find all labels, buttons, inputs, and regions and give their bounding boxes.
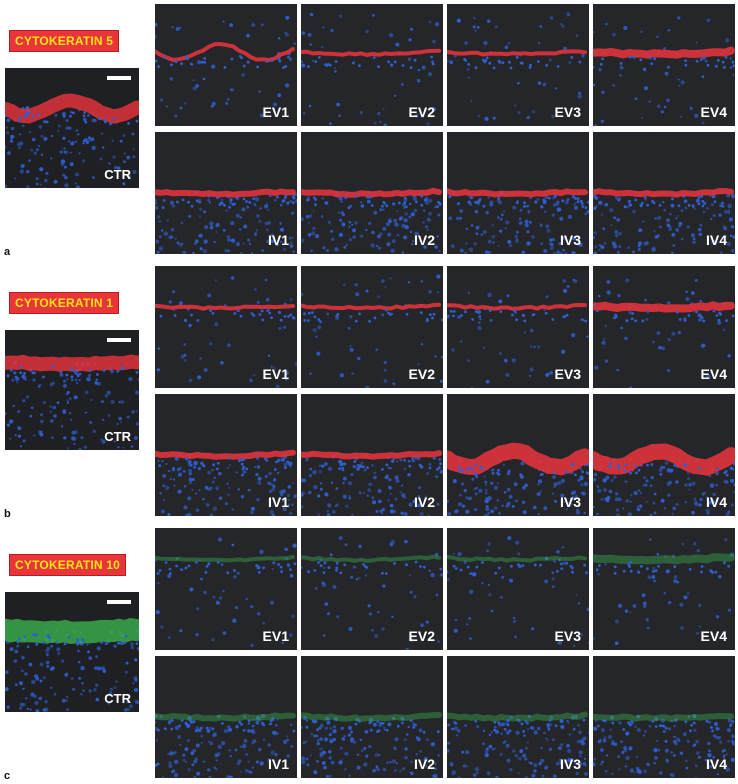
sample-label: IV3 (559, 494, 581, 510)
tissue-graphic (155, 188, 297, 254)
micrograph-iv1: IV1 (155, 132, 297, 254)
sample-label: IV1 (267, 232, 289, 248)
micrograph-ev4: EV4 (593, 4, 735, 126)
tissue-graphic (593, 187, 735, 254)
micrograph-iv2: IV2 (301, 656, 443, 778)
sample-label: EV3 (554, 366, 581, 382)
micrograph-ev1: EV1 (155, 4, 297, 126)
sample-label: EV4 (700, 366, 727, 382)
micrograph-iv1: IV1 (155, 656, 297, 778)
micrograph-iv3: IV3 (447, 656, 589, 778)
micrograph-ev2: EV2 (301, 266, 443, 388)
sample-label: EV1 (262, 104, 289, 120)
marker-label: CYTOKERATIN 1 (9, 292, 120, 314)
micrograph-iv1: IV1 (155, 394, 297, 516)
sample-label: IV4 (705, 232, 727, 248)
tissue-graphic (447, 188, 589, 254)
sample-label: IV3 (559, 232, 581, 248)
micrograph-iv3: IV3 (447, 132, 589, 254)
sample-label: EV2 (408, 628, 435, 644)
sample-label: EV4 (700, 104, 727, 120)
tissue-graphic (593, 278, 735, 388)
sample-label: EV4 (700, 628, 727, 644)
sample-label: IV4 (705, 494, 727, 510)
micrograph-iv4: IV4 (593, 656, 735, 778)
tissue-graphic (301, 450, 443, 516)
micrograph-ev4: EV4 (593, 528, 735, 650)
micrograph-iv4: IV4 (593, 394, 735, 516)
micrograph-ev4: EV4 (593, 266, 735, 388)
micrograph-ev2: EV2 (301, 4, 443, 126)
micrograph-ev1: EV1 (155, 528, 297, 650)
sample-label: EV1 (262, 628, 289, 644)
tissue-graphic (155, 449, 297, 516)
control-image: CTR (5, 592, 139, 712)
micrograph-ev3: EV3 (447, 266, 589, 388)
scale-bar (107, 338, 131, 342)
control-tissue-graphic (5, 354, 139, 450)
control-label: CTR (104, 167, 131, 182)
tissue-graphic (155, 276, 297, 388)
tissue-graphic (447, 711, 589, 778)
marker-label: CYTOKERATIN 5 (9, 30, 120, 52)
tissue-graphic (593, 443, 735, 516)
tissue-graphic (593, 16, 735, 126)
sample-label: EV2 (408, 366, 435, 382)
tissue-graphic (301, 12, 441, 126)
panel-letter: c (4, 770, 11, 782)
micrograph-ev2: EV2 (301, 528, 443, 650)
tissue-graphic (301, 536, 443, 650)
tissue-graphic (155, 537, 297, 647)
sample-label: IV2 (413, 756, 435, 772)
tissue-graphic (447, 536, 589, 648)
tissue-graphic (593, 538, 735, 645)
sample-label: EV3 (554, 628, 581, 644)
marker-label: CYTOKERATIN 10 (9, 554, 127, 576)
figure-panel-c: CYTOKERATIN 10 CTR c EV1 EV2 EV3 EV4 IV1 IV2 IV3 I… (0, 524, 738, 782)
control-tissue-graphic (5, 93, 139, 188)
tissue-graphic (155, 712, 296, 778)
tissue-graphic (301, 274, 443, 388)
sample-label: IV4 (705, 756, 727, 772)
control-label: CTR (104, 691, 131, 706)
tissue-graphic (301, 187, 442, 254)
micrograph-ev3: EV3 (447, 4, 589, 126)
figure-panel-b: CYTOKERATIN 1 CTR b EV1 EV2 EV3 EV4 IV1 IV2 IV3 IV… (0, 262, 738, 520)
sample-label: EV3 (554, 104, 581, 120)
tissue-graphic (155, 15, 296, 118)
sample-label: IV1 (267, 756, 289, 772)
micrograph-iv2: IV2 (301, 132, 443, 254)
panel-letter: b (4, 508, 11, 520)
tissue-graphic (447, 12, 587, 121)
sample-label: EV1 (262, 366, 289, 382)
sample-label: IV2 (413, 232, 435, 248)
tissue-graphic (593, 712, 735, 778)
sample-label: IV2 (413, 494, 435, 510)
sample-label: IV3 (559, 756, 581, 772)
control-image: CTR (5, 330, 139, 450)
micrograph-iv2: IV2 (301, 394, 443, 516)
micrograph-ev3: EV3 (447, 528, 589, 650)
micrograph-ev1: EV1 (155, 266, 297, 388)
tissue-graphic (301, 712, 442, 778)
scale-bar (107, 600, 131, 604)
control-tissue-graphic (5, 618, 139, 712)
micrograph-iv3: IV3 (447, 394, 589, 516)
sample-label: IV1 (267, 494, 289, 510)
micrograph-iv4: IV4 (593, 132, 735, 254)
sample-label: EV2 (408, 104, 435, 120)
scale-bar (107, 76, 131, 80)
panel-letter: a (4, 246, 11, 258)
tissue-graphic (447, 278, 589, 388)
control-image: CTR (5, 68, 139, 188)
figure-panel-a: CYTOKERATIN 5 CTR a EV1 EV2 EV3 EV4 IV1 IV2 IV3 IV… (0, 0, 738, 258)
control-label: CTR (104, 429, 131, 444)
tissue-graphic (447, 442, 589, 516)
